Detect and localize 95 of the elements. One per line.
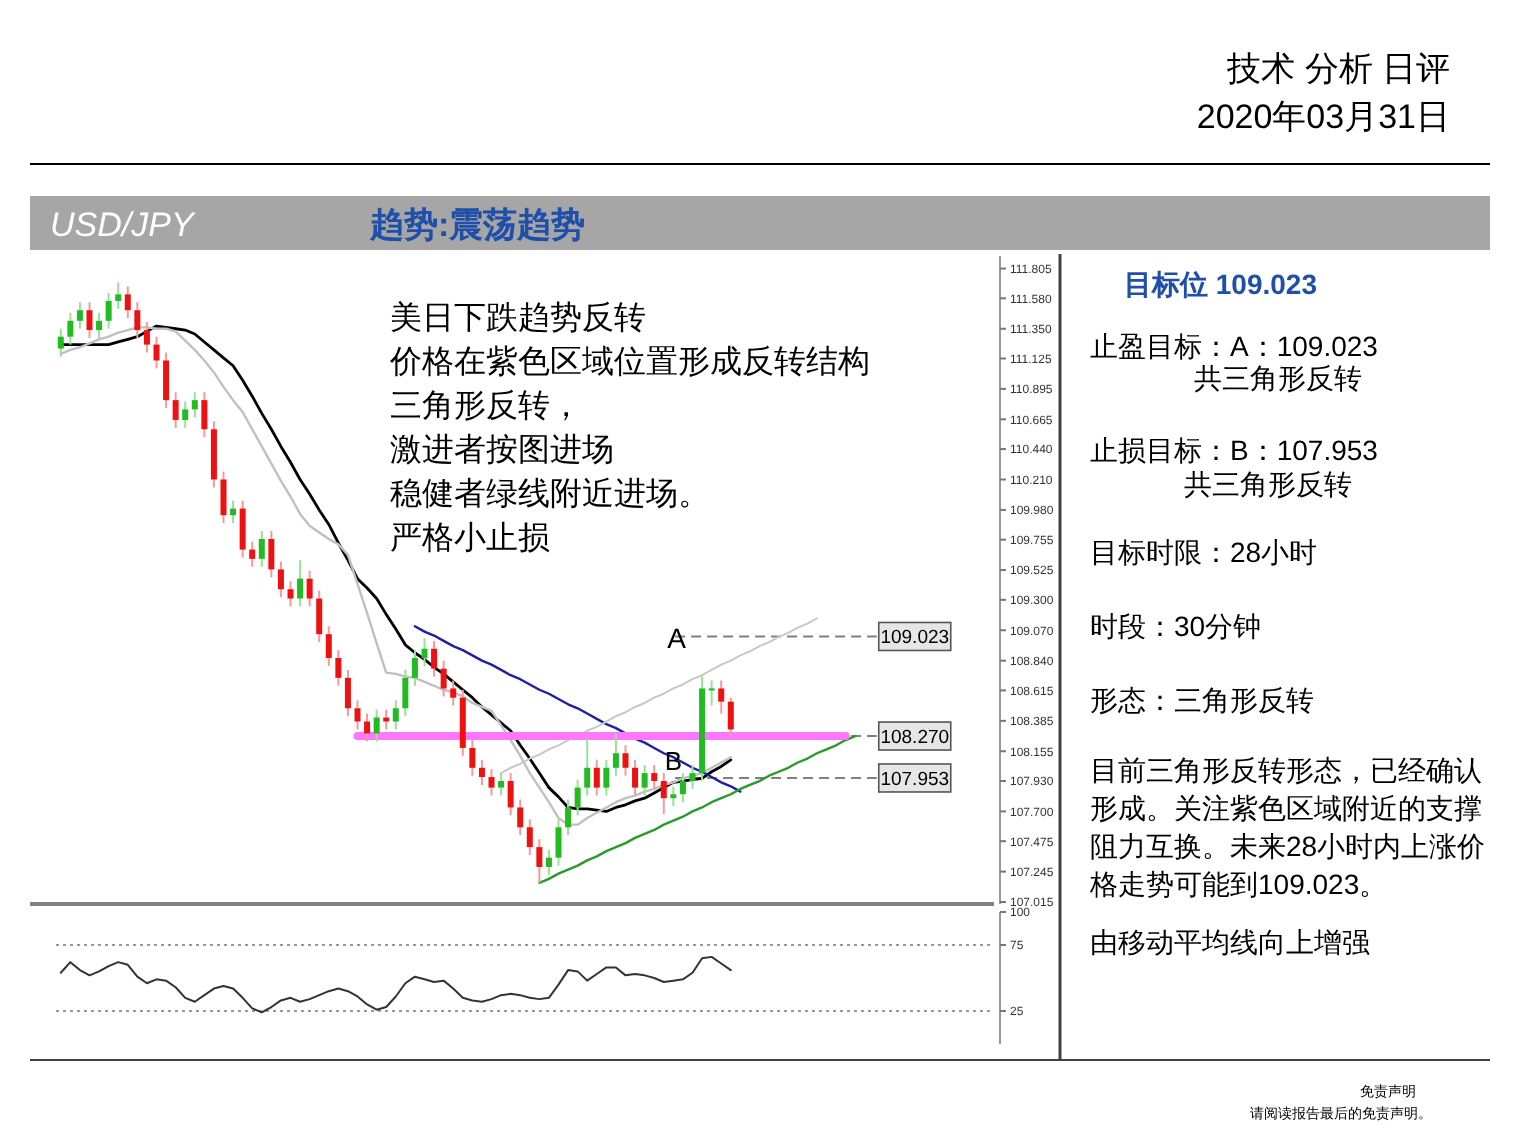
candlestick bbox=[172, 391, 179, 429]
ref-line-label: 108.270 bbox=[880, 727, 950, 750]
chart-title: USD/JPY bbox=[50, 206, 197, 244]
candlestick bbox=[708, 679, 715, 707]
candlestick bbox=[622, 744, 629, 777]
candlestick bbox=[134, 301, 141, 339]
annotation: 价格在紫色区域位置形成反转结构 bbox=[388, 344, 870, 380]
candlestick bbox=[57, 327, 64, 358]
candlestick bbox=[191, 391, 198, 419]
candlestick bbox=[249, 540, 256, 568]
candlestick bbox=[469, 739, 476, 777]
text: 由移动平均线向上增强 bbox=[1090, 926, 1370, 958]
candlestick bbox=[679, 772, 686, 804]
candlestick bbox=[354, 699, 361, 731]
candlestick bbox=[411, 649, 418, 687]
candlestick bbox=[163, 351, 170, 410]
candlestick bbox=[632, 758, 639, 797]
line-series bbox=[413, 625, 742, 793]
candlestick bbox=[402, 668, 409, 718]
candlestick bbox=[96, 311, 103, 339]
candlestick bbox=[545, 848, 552, 876]
text: 止盈目标：A：109.023 bbox=[1090, 330, 1379, 362]
annotation: A bbox=[667, 622, 688, 654]
candlestick bbox=[421, 637, 428, 667]
candlestick bbox=[105, 292, 112, 330]
annotation: 稳健者绿线附近进场。 bbox=[390, 476, 710, 512]
candlestick bbox=[220, 470, 227, 525]
candlestick bbox=[306, 569, 313, 608]
candlestick bbox=[727, 696, 734, 739]
candlestick bbox=[344, 668, 351, 718]
candlestick bbox=[316, 589, 323, 644]
candlestick bbox=[641, 764, 648, 797]
candlestick bbox=[383, 708, 390, 731]
candlestick bbox=[517, 798, 524, 837]
candlestick bbox=[555, 818, 562, 867]
annotation: 严格小止损 bbox=[390, 520, 550, 556]
candlestick bbox=[536, 838, 543, 884]
candlestick bbox=[268, 530, 275, 579]
candlestick bbox=[670, 785, 677, 808]
candlestick bbox=[124, 285, 131, 320]
candlestick bbox=[526, 818, 533, 857]
annotation: 三角形反转， bbox=[390, 388, 582, 424]
text: 目标时限：28小时 bbox=[1090, 536, 1318, 568]
text: 目前三角形反转形态，已经确认形成。关注紫色区域附近的支撑阻力互换。未来28小时内上涨价格走势可能到109.023。 bbox=[1090, 752, 1488, 904]
candlestick bbox=[373, 708, 380, 743]
candlestick bbox=[392, 699, 399, 731]
candlestick bbox=[498, 772, 505, 797]
candlestick bbox=[115, 281, 122, 310]
candlestick bbox=[143, 321, 150, 354]
candlestick bbox=[153, 335, 160, 370]
candlestick bbox=[182, 400, 189, 429]
annotation: 激进者按图进场 bbox=[390, 432, 614, 468]
candlestick bbox=[440, 659, 447, 698]
candlestick bbox=[507, 772, 514, 817]
candlestick bbox=[86, 301, 93, 339]
candlestick bbox=[287, 580, 294, 608]
annotation: 美日下跌趋势反转 bbox=[390, 300, 646, 336]
ref-line-label: 109.023 bbox=[880, 627, 950, 650]
text: 2020年03月31日 bbox=[1196, 98, 1450, 136]
candlestick bbox=[488, 768, 495, 797]
candlestick bbox=[612, 732, 619, 777]
candlestick bbox=[689, 764, 696, 790]
candlestick bbox=[230, 499, 237, 525]
chart-subtitle: 趋势:震荡趋势 bbox=[368, 206, 586, 244]
candlestick bbox=[297, 559, 304, 608]
candlestick bbox=[651, 764, 658, 790]
candlestick bbox=[574, 778, 581, 817]
candlestick bbox=[325, 625, 332, 667]
candlestick bbox=[76, 301, 83, 330]
candlestick bbox=[603, 758, 610, 797]
candlestick bbox=[277, 560, 284, 599]
ref-line-label: 107.953 bbox=[880, 768, 950, 791]
candlestick bbox=[584, 737, 591, 797]
text: 目标位 109.023 bbox=[1124, 268, 1318, 300]
candlestick bbox=[450, 679, 457, 707]
candlestick bbox=[431, 639, 438, 678]
candlestick bbox=[335, 649, 342, 687]
candlestick bbox=[239, 499, 246, 559]
candlestick bbox=[593, 758, 600, 797]
candlestick bbox=[67, 311, 74, 346]
line-series bbox=[538, 734, 857, 885]
text: 时段：30分钟 bbox=[1090, 610, 1262, 642]
candlestick bbox=[364, 712, 371, 743]
candlestick bbox=[718, 679, 725, 715]
candlestick bbox=[565, 798, 572, 837]
text: 止损目标：B：107.953 bbox=[1090, 434, 1379, 466]
candlestick bbox=[201, 391, 208, 439]
candlestick bbox=[478, 758, 485, 786]
text: 形态：三角形反转 bbox=[1090, 684, 1314, 716]
text: 共三角形反转 bbox=[1194, 362, 1362, 394]
candlestick bbox=[660, 772, 667, 816]
line-series bbox=[59, 955, 732, 1014]
text: 技术 分析 日评 bbox=[1225, 50, 1450, 88]
text: 共三角形反转 bbox=[1184, 468, 1352, 500]
candlestick bbox=[258, 530, 265, 568]
